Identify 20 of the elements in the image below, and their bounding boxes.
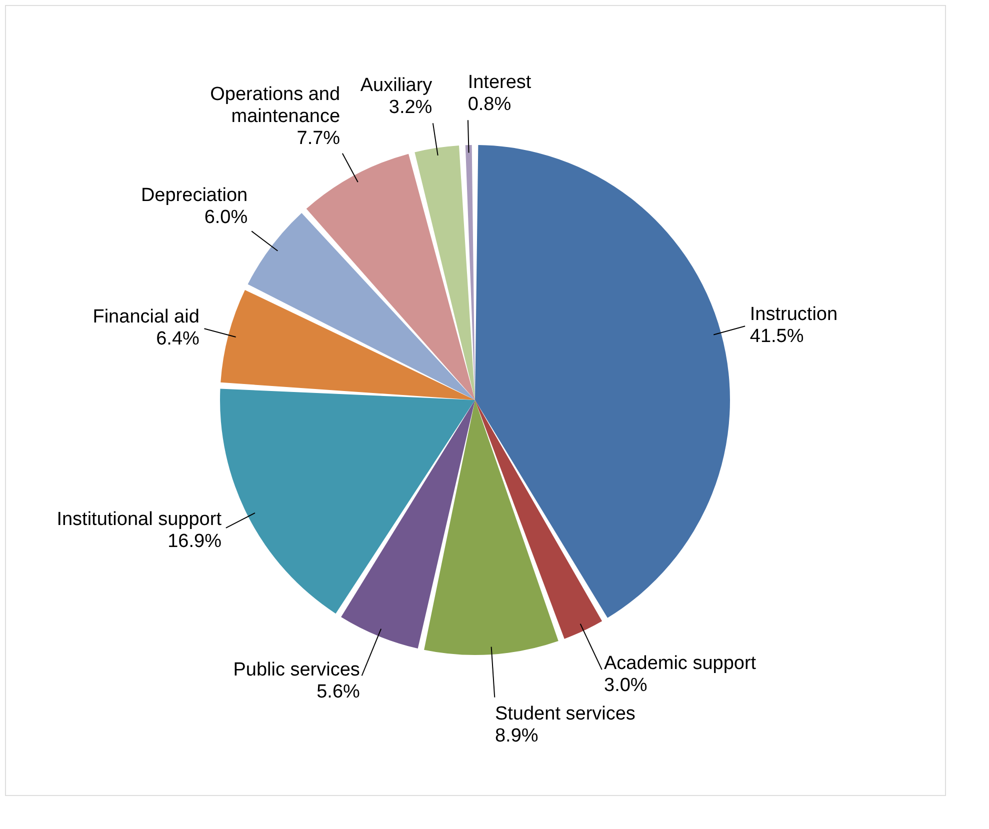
slice-label: Instruction	[750, 304, 838, 325]
slice-label: Depreciation	[140, 185, 248, 206]
slice-label: Financial aid	[92, 306, 200, 328]
slice-label: Interest	[468, 72, 532, 94]
data-label: 7.7%	[296, 128, 340, 149]
data-label: 0.8%	[468, 94, 512, 116]
data-label: 41.5%	[750, 326, 804, 347]
slice-label: Operations and maintenance	[210, 84, 340, 127]
slice-label: Student services	[494, 703, 636, 724]
data-label: 8.9%	[494, 725, 538, 746]
slice-label: Auxiliary	[360, 75, 433, 96]
slice-label: Public services	[233, 659, 360, 680]
data-label: 16.9%	[168, 531, 222, 552]
slice-label: Institutional support	[56, 509, 222, 530]
slice-label: Academic support	[604, 653, 757, 674]
data-label: 3.0%	[604, 675, 648, 696]
data-label: 6.4%	[156, 328, 200, 350]
data-label: 6.0%	[204, 207, 248, 228]
data-label: 5.6%	[316, 681, 360, 702]
data-label: 3.2%	[388, 97, 432, 118]
